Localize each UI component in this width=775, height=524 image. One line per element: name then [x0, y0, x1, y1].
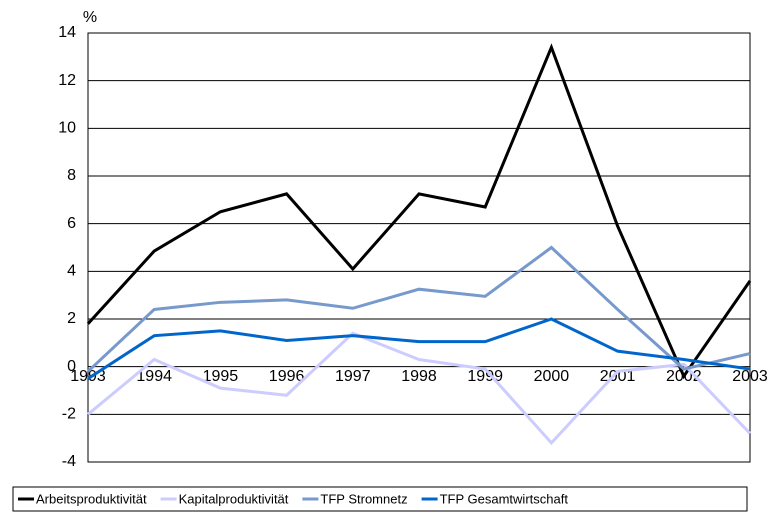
data-line [87, 331, 752, 446]
legend: Arbeitsproduktivität Kapitalproduktivität… [12, 486, 748, 512]
y-tick-label: 14 [58, 24, 76, 41]
x-tick-label: 1998 [401, 368, 437, 385]
x-tick-label: 2003 [732, 368, 768, 385]
legend-label: TFP Stromnetz [320, 491, 407, 506]
y-tick-label: 4 [67, 263, 76, 280]
data-line [86, 245, 751, 373]
y-tick-label: -4 [62, 453, 76, 470]
data-line [86, 43, 752, 380]
x-tick-label: 1997 [335, 368, 371, 385]
legend-label: Arbeitsproduktivität [36, 491, 147, 506]
x-tick-label: 2000 [534, 368, 570, 385]
legend-frame [12, 486, 748, 512]
y-tick-label: 8 [67, 167, 76, 184]
legend-label: Kapitalproduktivität [179, 491, 289, 506]
x-tick-label: 1996 [269, 368, 305, 385]
y-axis-label: % [83, 9, 97, 26]
y-tick-label: 12 [58, 72, 76, 89]
plot-frame [87, 32, 751, 463]
data-line [87, 317, 751, 380]
x-tick-label: 1995 [203, 368, 239, 385]
y-tick-label: 2 [67, 310, 76, 327]
legend-label: TFP Gesamtwirtschaft [440, 491, 569, 506]
y-tick-label: -2 [62, 406, 76, 423]
x-tick-label: 1994 [136, 368, 172, 385]
y-tick-label: 0 [67, 358, 76, 375]
y-tick-label: 6 [67, 215, 76, 232]
y-tick-label: 10 [58, 120, 76, 137]
